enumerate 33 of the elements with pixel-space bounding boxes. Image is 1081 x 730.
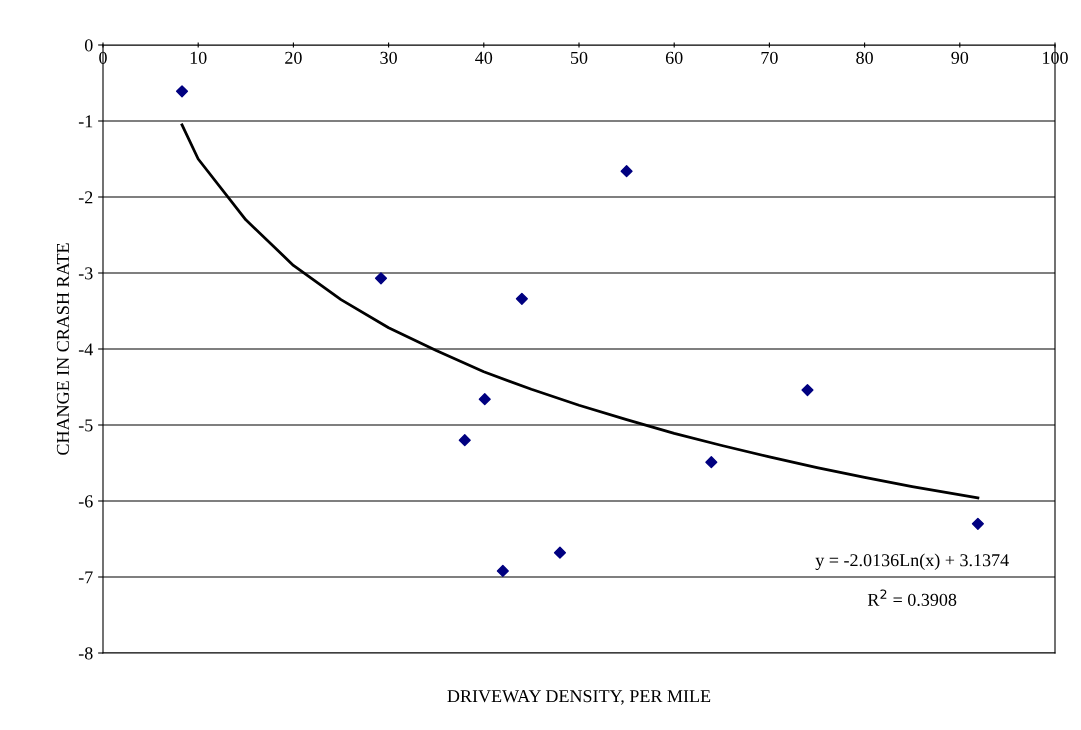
point	[374, 272, 388, 285]
x-tick-label: 90	[951, 51, 969, 64]
x-tick-label: 20	[285, 51, 302, 64]
y-tick-label: -3	[78, 267, 93, 280]
y-tick-label: 0	[84, 39, 93, 52]
annotation: y = -2.0136Ln(x) + 3.1374	[815, 553, 1009, 571]
x-axis-title: DRIVEWAY DENSITY, PER MILE	[447, 690, 711, 705]
x-tick-label: 80	[856, 51, 873, 64]
x-tick-label: 60	[665, 51, 683, 64]
y-axis-title: CHANGE IN CRASH RATE	[56, 243, 70, 455]
y-tick-label: -2	[78, 191, 93, 204]
point	[620, 165, 633, 178]
y-tick-label: -5	[78, 419, 93, 432]
y-tick-label: -6	[78, 495, 93, 508]
y-tick-label: -8	[78, 647, 93, 660]
y-tick-label: -4	[78, 343, 93, 356]
annotation: R$^{2}$ = 0.3908	[867, 589, 957, 606]
x-tick-label: 30	[380, 51, 397, 64]
y-tick-label: -1	[78, 115, 93, 128]
point	[553, 546, 567, 559]
point	[801, 383, 814, 397]
point	[175, 85, 189, 98]
y-tick-label: -7	[78, 571, 93, 584]
point	[705, 456, 718, 469]
point	[478, 393, 491, 406]
x-tick-label: 40	[475, 51, 493, 64]
point	[458, 434, 471, 447]
point	[515, 292, 528, 305]
point	[496, 564, 509, 577]
x-tick-label: 50	[571, 51, 588, 64]
x-tick-label: 70	[761, 51, 778, 64]
point	[971, 517, 984, 530]
x-tick-label: 10	[190, 51, 207, 64]
